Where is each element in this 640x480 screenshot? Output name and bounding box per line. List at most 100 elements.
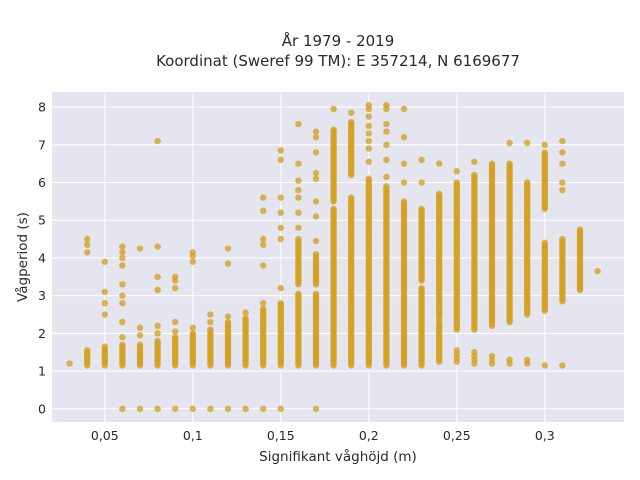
data-point <box>541 239 548 247</box>
data-point <box>453 347 460 354</box>
data-point <box>119 243 126 250</box>
data-point <box>312 237 320 245</box>
data-point <box>471 171 478 179</box>
data-point <box>260 235 267 243</box>
data-point <box>207 311 214 318</box>
data-point <box>295 194 302 201</box>
data-point <box>559 137 566 145</box>
data-point <box>295 290 302 297</box>
data-point <box>224 405 232 412</box>
data-point <box>260 405 267 412</box>
y-tick-label: 0 <box>38 401 46 416</box>
data-point <box>154 243 161 250</box>
x-tick-label: 0,25 <box>443 428 471 443</box>
data-point <box>119 254 126 262</box>
data-point <box>224 313 232 320</box>
y-tick-label: 6 <box>38 175 46 190</box>
x-tick-label: 0,05 <box>91 428 119 443</box>
data-point <box>207 326 214 333</box>
data-point <box>260 194 267 201</box>
data-point <box>136 332 144 339</box>
data-point <box>506 160 513 167</box>
data-point <box>277 284 284 292</box>
data-point <box>365 122 372 130</box>
data-point <box>453 179 460 186</box>
data-point <box>154 286 161 294</box>
data-point <box>383 128 390 135</box>
data-point <box>207 405 214 412</box>
data-point <box>365 130 372 137</box>
data-point <box>295 160 302 167</box>
y-tick-label: 3 <box>38 288 46 303</box>
data-point <box>524 356 531 363</box>
data-point <box>295 120 302 128</box>
data-point <box>453 168 460 175</box>
data-point <box>348 194 355 201</box>
data-point <box>189 405 196 412</box>
data-point <box>154 137 161 145</box>
data-point <box>119 318 126 326</box>
data-point <box>524 139 531 147</box>
data-point <box>471 158 478 165</box>
x-tick-label: 0,2 <box>359 428 379 443</box>
data-point <box>365 145 372 152</box>
y-tick-label: 2 <box>38 326 46 341</box>
data-point <box>559 160 566 167</box>
plot-area <box>52 92 624 422</box>
data-point <box>224 260 232 267</box>
data-point <box>348 109 355 116</box>
data-point <box>365 158 372 165</box>
data-point <box>136 405 144 412</box>
data-point <box>224 318 232 326</box>
data-point <box>277 156 284 164</box>
data-point <box>136 341 144 348</box>
data-point <box>295 209 302 216</box>
data-point <box>400 179 408 186</box>
data-point <box>383 141 390 148</box>
y-tick-label: 4 <box>38 250 46 265</box>
data-point <box>277 194 284 201</box>
data-point <box>172 284 179 292</box>
data-point <box>119 405 126 412</box>
x-axis-ticks: 0,05 0,1 0,15 0,2 0,25 0,3 <box>91 428 555 443</box>
data-point <box>418 284 425 292</box>
data-point <box>559 179 566 186</box>
data-point <box>101 311 109 318</box>
data-point <box>559 235 566 243</box>
data-point <box>488 352 496 360</box>
data-point <box>400 160 408 167</box>
data-point <box>312 213 320 220</box>
data-point <box>576 226 584 233</box>
chart-title: År 1979 - 2019 <box>282 31 395 50</box>
data-point <box>312 175 320 182</box>
data-point <box>383 156 390 164</box>
data-point <box>541 362 548 369</box>
data-point <box>365 137 372 145</box>
data-point <box>172 333 179 341</box>
data-point <box>260 262 267 269</box>
data-point <box>524 179 531 186</box>
data-point <box>154 322 161 330</box>
data-point <box>84 235 91 243</box>
data-point <box>348 118 355 126</box>
data-point <box>207 318 214 326</box>
data-point <box>84 241 91 248</box>
data-point <box>312 149 320 156</box>
data-point <box>172 405 179 412</box>
data-point <box>189 258 196 265</box>
data-point <box>101 258 109 265</box>
data-point <box>559 186 566 194</box>
data-point <box>101 300 109 307</box>
data-point <box>119 262 126 269</box>
data-point <box>119 292 126 299</box>
data-point <box>312 250 320 258</box>
data-point <box>172 328 179 335</box>
data-point <box>66 360 73 367</box>
data-point <box>365 175 372 182</box>
data-point <box>189 324 196 331</box>
data-point <box>136 245 144 252</box>
data-point <box>119 281 126 288</box>
data-point <box>84 249 91 256</box>
data-point <box>312 169 320 177</box>
